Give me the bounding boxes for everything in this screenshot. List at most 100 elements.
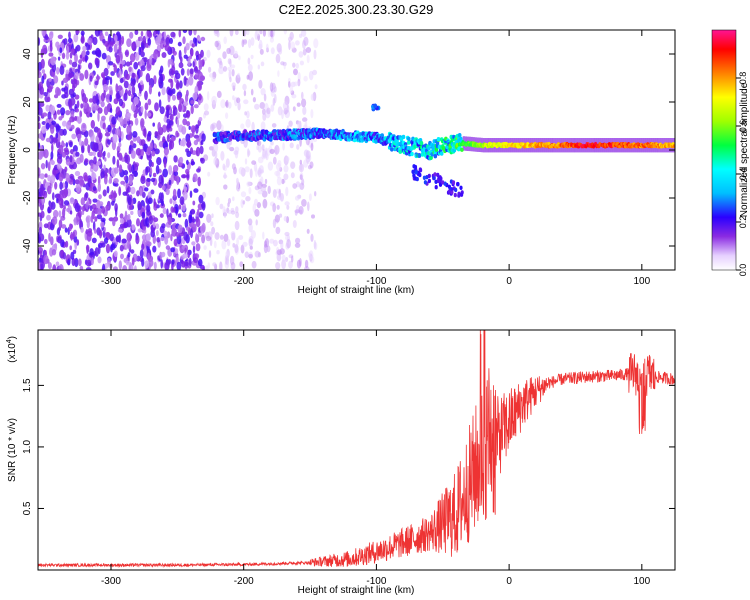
noise-cell (208, 66, 212, 73)
noise-cell (225, 99, 229, 109)
noise-cell (127, 186, 131, 193)
noise-cell (156, 237, 161, 243)
noise-cell (126, 38, 132, 48)
noise-cell (175, 254, 179, 265)
noise-cell (159, 40, 165, 50)
signal-cell (451, 180, 456, 185)
noise-cell (109, 107, 113, 114)
noise-cell (187, 57, 191, 67)
noise-cell (161, 185, 166, 191)
noise-cell (286, 204, 290, 210)
noise-cell (56, 103, 62, 108)
noise-cell (140, 51, 145, 58)
noise-cell (192, 200, 196, 206)
noise-cell (105, 243, 111, 254)
noise-cell (128, 83, 132, 91)
noise-cell (84, 137, 89, 146)
noise-cell (104, 157, 107, 162)
noise-cell (144, 90, 148, 101)
noise-cell (67, 259, 71, 266)
noise-cell (102, 122, 106, 130)
noise-cell (195, 217, 201, 228)
noise-cell (303, 75, 308, 82)
noise-cell (241, 39, 245, 48)
noise-cell (130, 150, 136, 159)
noise-cell (104, 31, 109, 37)
noise-cell (291, 255, 294, 263)
noise-cell (223, 209, 227, 219)
signal-cell (422, 175, 426, 180)
noise-cell (104, 175, 108, 185)
noise-cell (79, 218, 82, 228)
noise-cell (192, 223, 197, 232)
noise-cell (70, 251, 75, 260)
noise-cell (42, 44, 48, 55)
noise-cell (59, 47, 63, 54)
noise-cell (166, 118, 171, 124)
noise-cell (90, 162, 94, 170)
noise-cell (182, 213, 187, 218)
noise-cell (310, 93, 315, 101)
noise-cell (292, 106, 296, 112)
noise-cell (185, 42, 190, 51)
noise-cell (280, 240, 284, 250)
noise-cell (215, 196, 220, 206)
noise-cell (103, 226, 106, 233)
noise-cell (50, 236, 54, 246)
noise-cell (158, 99, 162, 109)
signal-cell (460, 147, 464, 152)
noise-cell (166, 134, 170, 143)
signal-cell (423, 180, 427, 185)
noise-cell (211, 213, 214, 218)
noise-cell (172, 94, 176, 101)
noise-cell (74, 240, 78, 250)
noise-cell (51, 216, 58, 226)
noise-cell (141, 257, 145, 267)
noise-cell (131, 224, 136, 231)
noise-cell (48, 77, 52, 82)
noise-cell (55, 261, 60, 267)
noise-cell (259, 165, 264, 174)
noise-cell (264, 147, 268, 155)
noise-cell (71, 133, 77, 140)
noise-cell (211, 76, 216, 82)
noise-cell (82, 57, 86, 62)
signal-cell (454, 187, 458, 193)
noise-cell (227, 209, 232, 215)
noise-cell (145, 166, 149, 176)
noise-cell (71, 257, 76, 267)
noise-cell (100, 72, 106, 78)
noise-cell (116, 159, 120, 169)
noise-cell (44, 173, 48, 178)
noise-cell (82, 45, 87, 52)
noise-cell (118, 164, 123, 173)
noise-cell (143, 57, 148, 63)
noise-cell (69, 245, 72, 251)
noise-cell (240, 191, 247, 198)
noise-cell (158, 91, 161, 97)
noise-cell (88, 98, 94, 103)
noise-cell (145, 217, 150, 227)
noise-cell (92, 150, 97, 157)
noise-cell (219, 234, 224, 240)
noise-cell (102, 151, 105, 160)
noise-cell (74, 179, 80, 185)
noise-cell (186, 89, 189, 97)
noise-cell (243, 90, 247, 97)
noise-cell (57, 56, 61, 61)
noise-cell (107, 124, 112, 133)
noise-cell (95, 75, 101, 80)
noise-cell (101, 242, 106, 248)
noise-cell (292, 62, 296, 68)
noise-cell (162, 136, 166, 143)
signal-cell (460, 192, 464, 197)
noise-cell (51, 249, 57, 256)
noise-cell (135, 148, 142, 156)
noise-cell (84, 158, 89, 164)
svg-text:(x104): (x104) (6, 336, 18, 363)
noise-cell (227, 66, 233, 71)
noise-cell (201, 234, 206, 244)
noise-cell (200, 157, 205, 164)
noise-cell (58, 210, 62, 218)
noise-cell (290, 172, 295, 179)
